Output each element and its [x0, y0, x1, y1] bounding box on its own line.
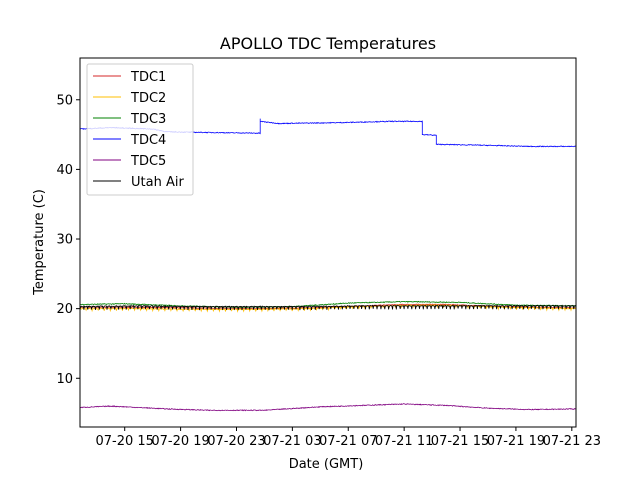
- x-tick-label: 07-21 15: [431, 434, 489, 449]
- x-tick-label: 07-20 23: [207, 434, 265, 449]
- x-tick-label: 07-20 19: [151, 434, 209, 449]
- series-line-tdc5: [80, 403, 576, 412]
- chart-title: APOLLO TDC Temperatures: [220, 34, 436, 53]
- y-axis: 10 20 30 40 50: [56, 93, 80, 387]
- legend-entry: TDC5: [130, 154, 166, 169]
- plot-frame: [79, 57, 577, 428]
- x-tick-label: 07-21 03: [263, 434, 321, 449]
- legend-entry: TDC4: [130, 133, 166, 148]
- legend-entry: TDC3: [130, 112, 166, 127]
- y-tick-label: 20: [56, 302, 73, 317]
- y-tick-label: 40: [56, 163, 73, 178]
- legend-entry: TDC1: [130, 70, 166, 85]
- series-line-utah-air: [80, 304, 576, 311]
- x-axis-label: Date (GMT): [289, 457, 364, 472]
- y-axis-label: Temperature (C): [32, 189, 47, 296]
- y-tick-label: 30: [56, 233, 73, 248]
- y-tick-label: 10: [56, 372, 73, 387]
- x-tick-label: 07-21 23: [543, 434, 601, 449]
- x-tick-label: 07-21 07: [319, 434, 377, 449]
- y-tick-label: 50: [56, 93, 73, 108]
- legend-entry: Utah Air: [131, 175, 184, 190]
- legend-entry: TDC2: [130, 91, 166, 106]
- x-tick-label: 07-21 19: [487, 434, 545, 449]
- x-tick-label: 07-20 15: [95, 434, 153, 449]
- legend: TDC1 TDC2 TDC3 TDC4 TDC5 Utah Air: [86, 63, 194, 196]
- series-line-tdc3: [80, 300, 576, 309]
- x-tick-label: 07-21 11: [375, 434, 433, 449]
